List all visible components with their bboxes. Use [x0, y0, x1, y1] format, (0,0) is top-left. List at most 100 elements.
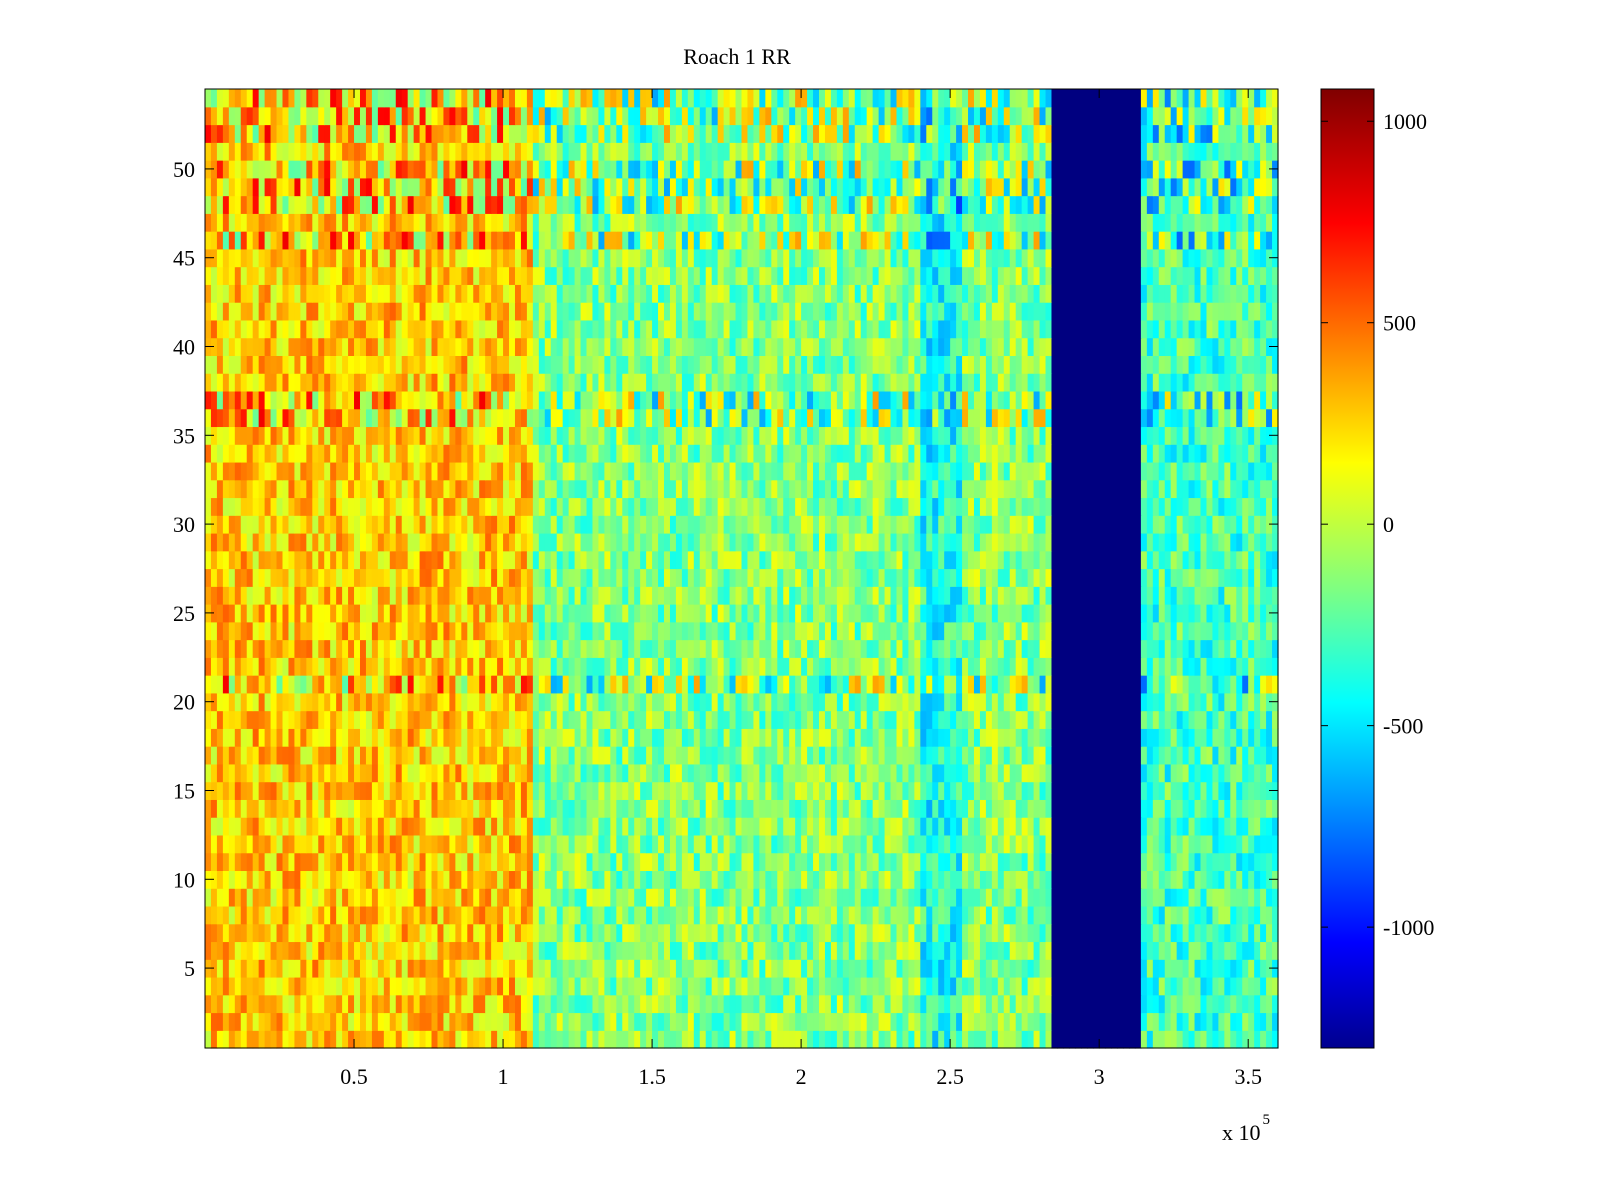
- heatmap-cell: [1152, 1012, 1160, 1031]
- heatmap-cell: [413, 941, 421, 960]
- heatmap-cell: [675, 604, 683, 623]
- heatmap-cell: [1212, 568, 1219, 587]
- heatmap-cell: [968, 586, 975, 605]
- heatmap-cell: [216, 959, 224, 978]
- heatmap-cell: [342, 870, 349, 889]
- heatmap-cell: [1015, 710, 1023, 729]
- heatmap-cell: [747, 888, 755, 907]
- heatmap-cell: [1266, 586, 1273, 605]
- heatmap-cell: [944, 959, 951, 978]
- heatmap-cell: [455, 781, 462, 800]
- heatmap-cell: [1099, 728, 1106, 747]
- heatmap-cell: [777, 888, 784, 907]
- heatmap-cell: [1200, 604, 1208, 623]
- heatmap-cell: [365, 639, 373, 658]
- heatmap-cell: [675, 817, 683, 836]
- heatmap-cell: [1194, 959, 1202, 978]
- heatmap-cell: [872, 799, 880, 818]
- heatmap-cell: [222, 692, 230, 712]
- heatmap-cell: [687, 746, 695, 765]
- heatmap-cell: [1200, 763, 1208, 783]
- heatmap-cell: [538, 834, 546, 854]
- heatmap-cell: [860, 763, 868, 783]
- heatmap-cell: [383, 621, 391, 641]
- heatmap-cell: [395, 781, 403, 800]
- heatmap-cell: [1194, 905, 1202, 925]
- heatmap-cell: [973, 870, 981, 889]
- heatmap-cell: [872, 941, 880, 960]
- heatmap-cell: [854, 746, 862, 765]
- heatmap-cell: [962, 586, 969, 605]
- heatmap-cell: [956, 959, 963, 978]
- heatmap-cell: [884, 852, 892, 872]
- heatmap-cell: [425, 728, 433, 747]
- heatmap-cell: [908, 728, 915, 747]
- heatmap-cell: [550, 604, 558, 623]
- heatmap-cell: [968, 621, 975, 641]
- heatmap-cell: [455, 657, 462, 676]
- heatmap-cell: [1212, 870, 1219, 889]
- heatmap-cell: [312, 604, 319, 623]
- heatmap-cell: [866, 923, 874, 943]
- heatmap-cell: [1152, 621, 1160, 641]
- heatmap-cell: [282, 639, 290, 658]
- heatmap-cell: [979, 1012, 987, 1031]
- heatmap-cell: [652, 1030, 659, 1049]
- heatmap-cell: [640, 1012, 647, 1031]
- heatmap-cell: [1164, 905, 1172, 925]
- heatmap-cell: [640, 852, 647, 872]
- heatmap-cell: [950, 675, 957, 694]
- heatmap-cell: [1117, 781, 1124, 800]
- heatmap-cell: [1182, 692, 1190, 712]
- heatmap-cell: [884, 994, 892, 1014]
- heatmap-cell: [1158, 941, 1166, 960]
- heatmap-cell: [216, 728, 224, 747]
- heatmap-cell: [777, 994, 784, 1014]
- heatmap-cell: [1224, 1012, 1231, 1031]
- heatmap-cell: [1033, 746, 1041, 765]
- heatmap-cell: [956, 888, 963, 907]
- heatmap-cell: [252, 692, 260, 712]
- heatmap-cell: [771, 852, 778, 872]
- heatmap-cell: [240, 728, 248, 747]
- heatmap-cell: [938, 763, 945, 783]
- heatmap-cell: [1182, 905, 1190, 925]
- heatmap-cell: [997, 550, 1005, 570]
- heatmap-cell: [789, 692, 796, 712]
- heatmap-cell: [813, 621, 820, 641]
- heatmap-cell: [461, 781, 468, 800]
- heatmap-cell: [431, 639, 439, 658]
- heatmap-cell: [848, 817, 856, 836]
- heatmap-cell: [1003, 657, 1011, 676]
- heatmap-cell: [664, 728, 671, 747]
- heatmap-cell: [807, 728, 814, 747]
- heatmap-cell: [205, 905, 212, 925]
- heatmap-cell: [1176, 728, 1184, 747]
- heatmap-cell: [282, 621, 290, 641]
- heatmap-cell: [908, 799, 915, 818]
- heatmap-cell: [789, 604, 796, 623]
- heatmap-cell: [938, 639, 945, 658]
- heatmap-cell: [860, 941, 868, 960]
- heatmap-cell: [1057, 852, 1064, 872]
- heatmap-cell: [509, 604, 516, 623]
- heatmap-cell: [658, 728, 665, 747]
- heatmap-cell: [1111, 710, 1118, 729]
- heatmap-cell: [365, 621, 373, 641]
- heatmap-cell: [1117, 746, 1124, 765]
- heatmap-cell: [240, 621, 248, 641]
- heatmap-cell: [628, 799, 635, 818]
- heatmap-cell: [216, 852, 224, 872]
- heatmap-cell: [330, 550, 337, 570]
- heatmap-cell: [234, 586, 242, 605]
- heatmap-cell: [348, 728, 355, 747]
- heatmap-cell: [1176, 870, 1184, 889]
- heatmap-cell: [1158, 621, 1166, 641]
- heatmap-cell: [359, 781, 367, 800]
- heatmap-cell: [884, 870, 892, 889]
- heatmap-cell: [365, 763, 373, 783]
- heatmap-cell: [824, 781, 832, 800]
- heatmap-cell: [699, 781, 707, 800]
- heatmap-cell: [1003, 692, 1011, 712]
- heatmap-cell: [1266, 994, 1273, 1014]
